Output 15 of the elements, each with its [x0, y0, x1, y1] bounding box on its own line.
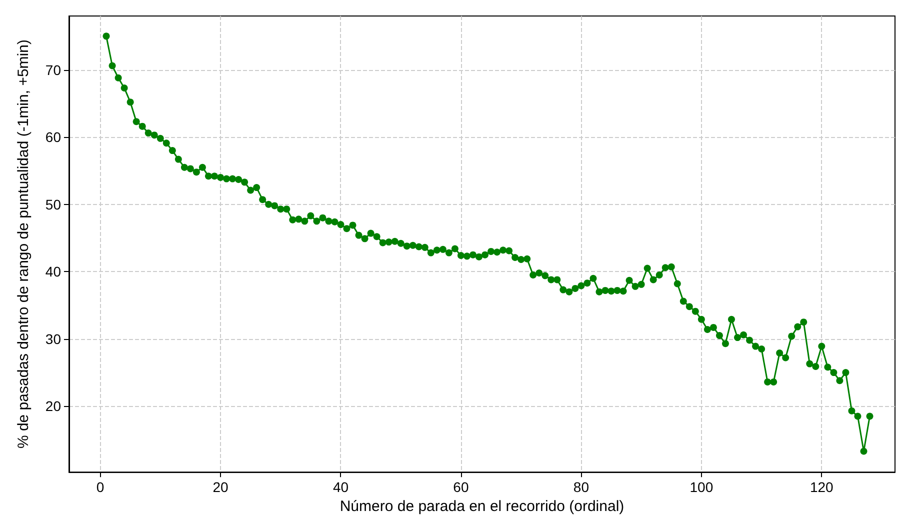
x-tick-label: 80: [573, 479, 590, 496]
y-tick-label: 20: [45, 398, 62, 414]
y-tick-label: 30: [45, 330, 62, 347]
x-tick-label: 0: [96, 479, 104, 496]
x-tick-label: 40: [332, 479, 349, 496]
x-axis-title: Número de parada en el recorrido (ordinal): [340, 498, 624, 515]
y-tick-label: 40: [45, 264, 62, 280]
y-tick-label: 70: [45, 62, 62, 78]
x-tick-label: 20: [212, 479, 228, 496]
x-tick-label: 100: [690, 479, 714, 496]
y-tick-label: 50: [45, 196, 62, 212]
x-tick-label: 120: [810, 479, 834, 496]
x-tick-label: 60: [453, 479, 469, 496]
y-tick-label: 60: [45, 129, 62, 146]
y-axis-title: % de pasadas dentro de rango de puntualidad (-1min, +5min): [15, 40, 32, 449]
